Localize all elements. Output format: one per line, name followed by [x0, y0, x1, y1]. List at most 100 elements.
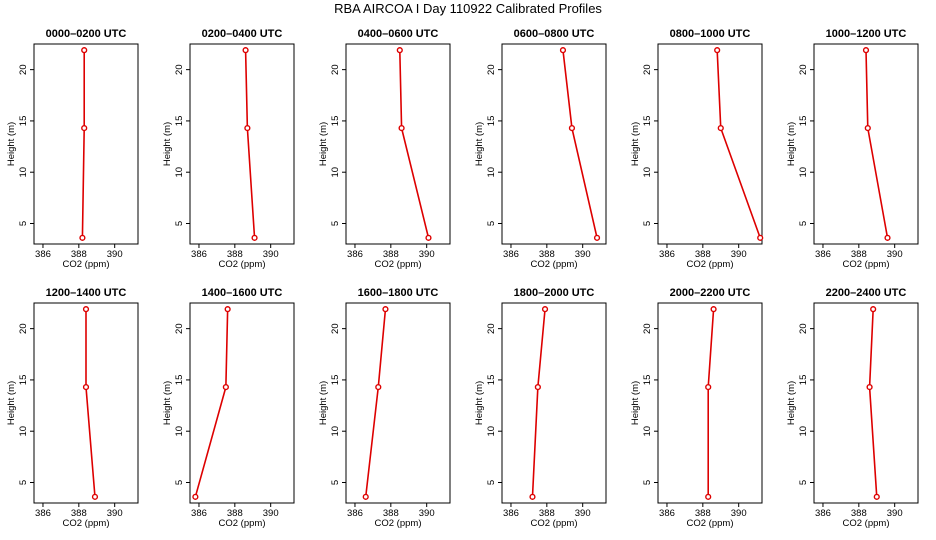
profile-panel: 0200–0400 UTC 386 388 390 5 10 15 20 CO2 (ppm) He… — [162, 28, 295, 270]
x-tick-label: 388 — [227, 249, 243, 260]
data-point — [714, 47, 721, 54]
profile-line — [85, 309, 96, 497]
x-tick-label: 388 — [227, 508, 243, 519]
figure-title: RBA AIRCOA I Day 110922 Calibrated Profi… — [334, 1, 602, 16]
y-tick-label: 10 — [798, 167, 809, 178]
x-axis-label: CO2 (ppm) — [219, 518, 266, 529]
x-tick-label: 386 — [191, 508, 207, 519]
y-tick-label: 15 — [18, 116, 29, 127]
x-tick-label: 388 — [851, 249, 867, 260]
y-tick-label: 20 — [18, 64, 29, 75]
y-tick-label: 10 — [486, 426, 497, 437]
y-axis-label: Height (m) — [786, 381, 797, 425]
x-tick-label: 386 — [347, 249, 363, 260]
profile-panel: 2200–2400 UTC 386 388 390 5 10 15 20 CO2 (ppm) He… — [786, 287, 919, 529]
y-axis-label: Height (m) — [6, 122, 17, 166]
data-point — [705, 384, 712, 391]
y-tick-label: 10 — [174, 426, 185, 437]
y-tick-label: 20 — [642, 64, 653, 75]
data-point — [534, 384, 541, 391]
data-point — [251, 234, 258, 241]
profile-panel: 1000–1200 UTC 386 388 390 5 10 15 20 CO2 (ppm) He… — [786, 28, 919, 270]
plot-frame — [813, 302, 919, 504]
plot-frame — [345, 43, 451, 245]
y-tick-label: 10 — [642, 426, 653, 437]
y-tick-label: 20 — [18, 323, 29, 334]
x-tick-label: 390 — [887, 249, 903, 260]
data-point — [91, 493, 99, 500]
y-tick-label: 20 — [330, 323, 341, 334]
y-tick-label: 5 — [18, 221, 29, 226]
profile-line — [244, 50, 256, 238]
profile-line — [868, 309, 878, 497]
x-tick-label: 388 — [71, 249, 87, 260]
x-axis-label: CO2 (ppm) — [843, 259, 890, 270]
y-tick-label: 20 — [174, 64, 185, 75]
x-axis-label: CO2 (ppm) — [531, 518, 578, 529]
profile-panel: 1800–2000 UTC 386 388 390 5 10 15 20 CO2 (ppm) He… — [474, 287, 607, 529]
data-point — [222, 384, 229, 391]
data-point — [396, 47, 403, 54]
y-tick-label: 15 — [18, 375, 29, 386]
data-point — [866, 384, 873, 391]
data-point — [362, 493, 369, 500]
data-point — [593, 234, 601, 241]
plot-frame — [501, 43, 607, 245]
x-axis-label: CO2 (ppm) — [687, 259, 734, 270]
data-point — [382, 306, 389, 313]
data-point — [864, 125, 871, 132]
x-tick-label: 386 — [503, 508, 519, 519]
panel-title: 1800–2000 UTC — [514, 287, 595, 299]
profile-line — [398, 50, 430, 239]
y-tick-label: 15 — [174, 375, 185, 386]
panel-title: 2000–2200 UTC — [670, 287, 751, 299]
panel-title: 0000–0200 UTC — [46, 28, 127, 40]
x-tick-label: 386 — [659, 249, 675, 260]
data-point — [541, 306, 549, 313]
panel-title: 0600–0800 UTC — [514, 28, 595, 40]
x-tick-label: 386 — [35, 508, 51, 519]
y-tick-label: 5 — [486, 221, 497, 226]
x-tick-label: 390 — [887, 508, 903, 519]
y-tick-label: 20 — [798, 64, 809, 75]
y-tick-label: 5 — [18, 480, 29, 485]
y-tick-label: 10 — [330, 426, 341, 437]
y-axis-label: Height (m) — [318, 122, 329, 166]
x-axis-label: CO2 (ppm) — [843, 518, 890, 529]
data-point — [705, 493, 712, 500]
data-point — [79, 234, 86, 241]
plot-frame — [33, 302, 139, 504]
y-tick-label: 10 — [18, 426, 29, 437]
y-tick-label: 20 — [486, 64, 497, 75]
plot-frame — [189, 43, 295, 245]
y-axis-label: Height (m) — [162, 381, 173, 425]
profile-line — [364, 309, 387, 497]
y-tick-label: 5 — [330, 480, 341, 485]
panel-title: 0400–0600 UTC — [358, 28, 439, 40]
profile-line — [865, 50, 889, 238]
profile-line — [716, 50, 761, 239]
profile-panel: 1400–1600 UTC 386 388 390 5 10 15 20 CO2 (ppm) He… — [162, 287, 295, 529]
y-tick-label: 20 — [798, 323, 809, 334]
x-tick-label: 388 — [539, 249, 555, 260]
data-point — [884, 234, 891, 241]
y-tick-label: 15 — [486, 116, 497, 127]
x-tick-label: 386 — [503, 249, 519, 260]
data-point — [192, 493, 199, 500]
y-tick-label: 5 — [642, 221, 653, 226]
data-point — [568, 125, 576, 132]
profile-panel: 2000–2200 UTC 386 388 390 5 10 15 20 CO2 (ppm) He… — [630, 287, 763, 529]
y-tick-label: 15 — [486, 375, 497, 386]
y-tick-label: 15 — [642, 375, 653, 386]
y-tick-label: 20 — [642, 323, 653, 334]
x-axis-label: CO2 (ppm) — [687, 518, 734, 529]
data-point — [862, 47, 870, 54]
y-tick-label: 5 — [798, 480, 809, 485]
x-axis-label: CO2 (ppm) — [63, 259, 110, 270]
data-point — [870, 306, 877, 313]
y-axis-label: Height (m) — [162, 122, 173, 166]
x-tick-label: 390 — [575, 249, 591, 260]
data-point — [82, 306, 90, 313]
y-tick-label: 10 — [642, 167, 653, 178]
